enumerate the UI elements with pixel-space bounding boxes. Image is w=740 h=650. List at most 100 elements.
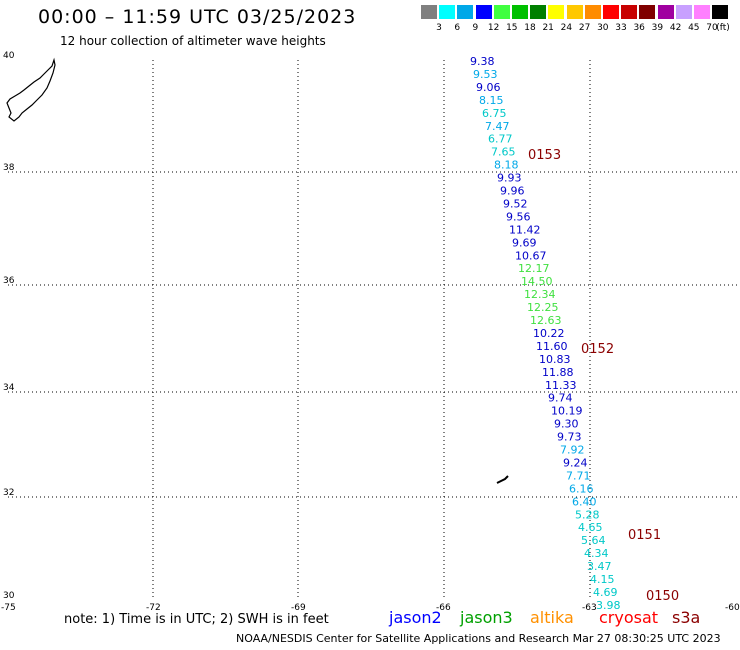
wave-height-label: 11.42 [509, 223, 541, 236]
wave-height-label: 11.60 [536, 340, 568, 353]
legend-label: 24 [560, 23, 573, 33]
legend-label: 45 [688, 23, 700, 33]
y-axis-label: 38 [3, 163, 15, 173]
wave-height-label: 10.83 [539, 353, 571, 366]
wave-height-label: 5.28 [575, 508, 600, 521]
mission-s3a: s3a [672, 608, 701, 627]
legend-label: 21 [542, 23, 554, 33]
wave-height-label: 8.18 [494, 159, 519, 172]
legend-swatch [694, 5, 710, 19]
map-subtitle: 12 hour collection of altimeter wave hei… [60, 34, 326, 48]
legend-swatch [493, 5, 510, 19]
wave-height-label: 6.75 [482, 107, 507, 120]
wave-height-label: 9.56 [506, 210, 531, 223]
wave-height-label: 11.88 [542, 366, 574, 379]
legend-label: 42 [669, 23, 682, 33]
coastline-bermuda [496, 475, 509, 484]
coastline [6, 57, 509, 484]
wave-height-label: 7.92 [560, 444, 585, 457]
wave-height-label: 6.77 [488, 133, 513, 146]
wave-height-label: 9.06 [476, 81, 501, 94]
map-title: 00:00 – 11:59 UTC 03/25/2023 [38, 6, 357, 28]
legend-swatch [421, 5, 437, 19]
legend-label: 36 [633, 23, 645, 33]
wave-height-label: 4.34 [584, 547, 609, 560]
wave-height-label: 9.69 [512, 236, 537, 249]
wave-height-label: 4.69 [593, 586, 618, 599]
wave-height-label: 12.63 [530, 314, 562, 327]
wave-height-label: 9.53 [473, 68, 498, 81]
legend-swatch [657, 5, 674, 19]
wave-height-label: 3.98 [596, 599, 621, 612]
x-axis-label: -60 [725, 603, 740, 613]
x-axis-label: -69 [291, 603, 306, 613]
pass-time-labels: 0153 0152 0151 0150 [528, 148, 679, 604]
wave-height-label: 11.33 [545, 379, 577, 392]
legend-label: 15 [506, 23, 518, 33]
footer-note: note: 1) Time is in UTC; 2) SWH is in fe… [64, 612, 329, 627]
legend-label: 70 [706, 23, 718, 33]
legend-swatch [457, 5, 474, 19]
legend-label: 27 [578, 23, 591, 33]
pass-time-label: 0150 [646, 589, 679, 604]
wave-height-label: 7.65 [491, 146, 516, 159]
legend-label: 6 [454, 23, 461, 33]
wave-height-label: 9.38 [470, 55, 495, 68]
legend-swatch [639, 5, 656, 19]
legend-swatch [475, 5, 492, 19]
legend-unit: (ft) [716, 23, 730, 33]
legend-swatch [439, 5, 456, 19]
y-axis-label: 40 [3, 51, 15, 61]
legend-label: 18 [524, 23, 536, 33]
wave-height-label: 9.93 [497, 172, 522, 185]
legend-swatch [530, 5, 547, 19]
legend-label: 39 [651, 23, 664, 33]
wave-height-label: 9.74 [548, 392, 573, 405]
y-axis-label: 34 [3, 383, 15, 393]
wave-height-label: 7.47 [485, 120, 510, 133]
wave-height-label: 7.71 [566, 469, 591, 482]
wave-height-label: 9.30 [554, 418, 579, 431]
wave-height-label: 4.65 [578, 521, 603, 534]
y-axis-label: 32 [3, 488, 14, 498]
mission-altika: altika [530, 608, 574, 627]
pass-time-label: 0151 [628, 528, 661, 543]
wave-height-label: 6.16 [569, 482, 594, 495]
x-axis-label: -75 [1, 603, 16, 613]
legend-label: 33 [615, 23, 627, 33]
wave-height-label: 12.34 [524, 288, 556, 301]
legend-swatch [712, 5, 729, 19]
wave-height-label: 12.25 [527, 301, 559, 314]
pass-time-label: 0152 [581, 342, 614, 357]
mission-jason2: jason2 [389, 608, 442, 627]
wave-height-label: 9.96 [500, 185, 525, 198]
credit-line: NOAA/NESDIS Center for Satellite Applica… [236, 632, 721, 645]
wave-height-label: 10.22 [533, 327, 565, 340]
altimeter-track: 9.389.539.068.156.757.476.777.658.189.93… [470, 55, 621, 612]
legend-swatch [675, 5, 692, 19]
legend-label: 12 [487, 23, 500, 33]
pass-time-label: 0153 [528, 148, 561, 163]
legend-swatch [621, 5, 638, 19]
wave-height-label: 9.52 [503, 197, 528, 210]
legend-label: 30 [597, 23, 609, 33]
legend-label: 9 [472, 23, 479, 33]
y-axis-label: 36 [3, 276, 15, 286]
wave-height-label: 14.50 [521, 275, 553, 288]
legend-swatch [584, 5, 601, 19]
wave-height-label: 9.73 [557, 431, 582, 444]
wave-height-label: 3.47 [587, 560, 612, 573]
legend-swatch [548, 5, 565, 19]
legend-swatch [512, 5, 528, 19]
wave-height-label: 12.17 [518, 262, 550, 275]
legend-label: 3 [436, 23, 442, 33]
mission-cryosat: cryosat [599, 608, 659, 627]
wave-height-label: 5.64 [581, 534, 606, 547]
wave-height-label: 4.15 [590, 573, 615, 586]
mission-jason3: jason3 [460, 608, 513, 627]
wave-height-label: 9.24 [563, 456, 588, 469]
lat-lon-grid [8, 60, 737, 600]
legend-swatch [603, 5, 619, 19]
legend-swatch [566, 5, 583, 19]
